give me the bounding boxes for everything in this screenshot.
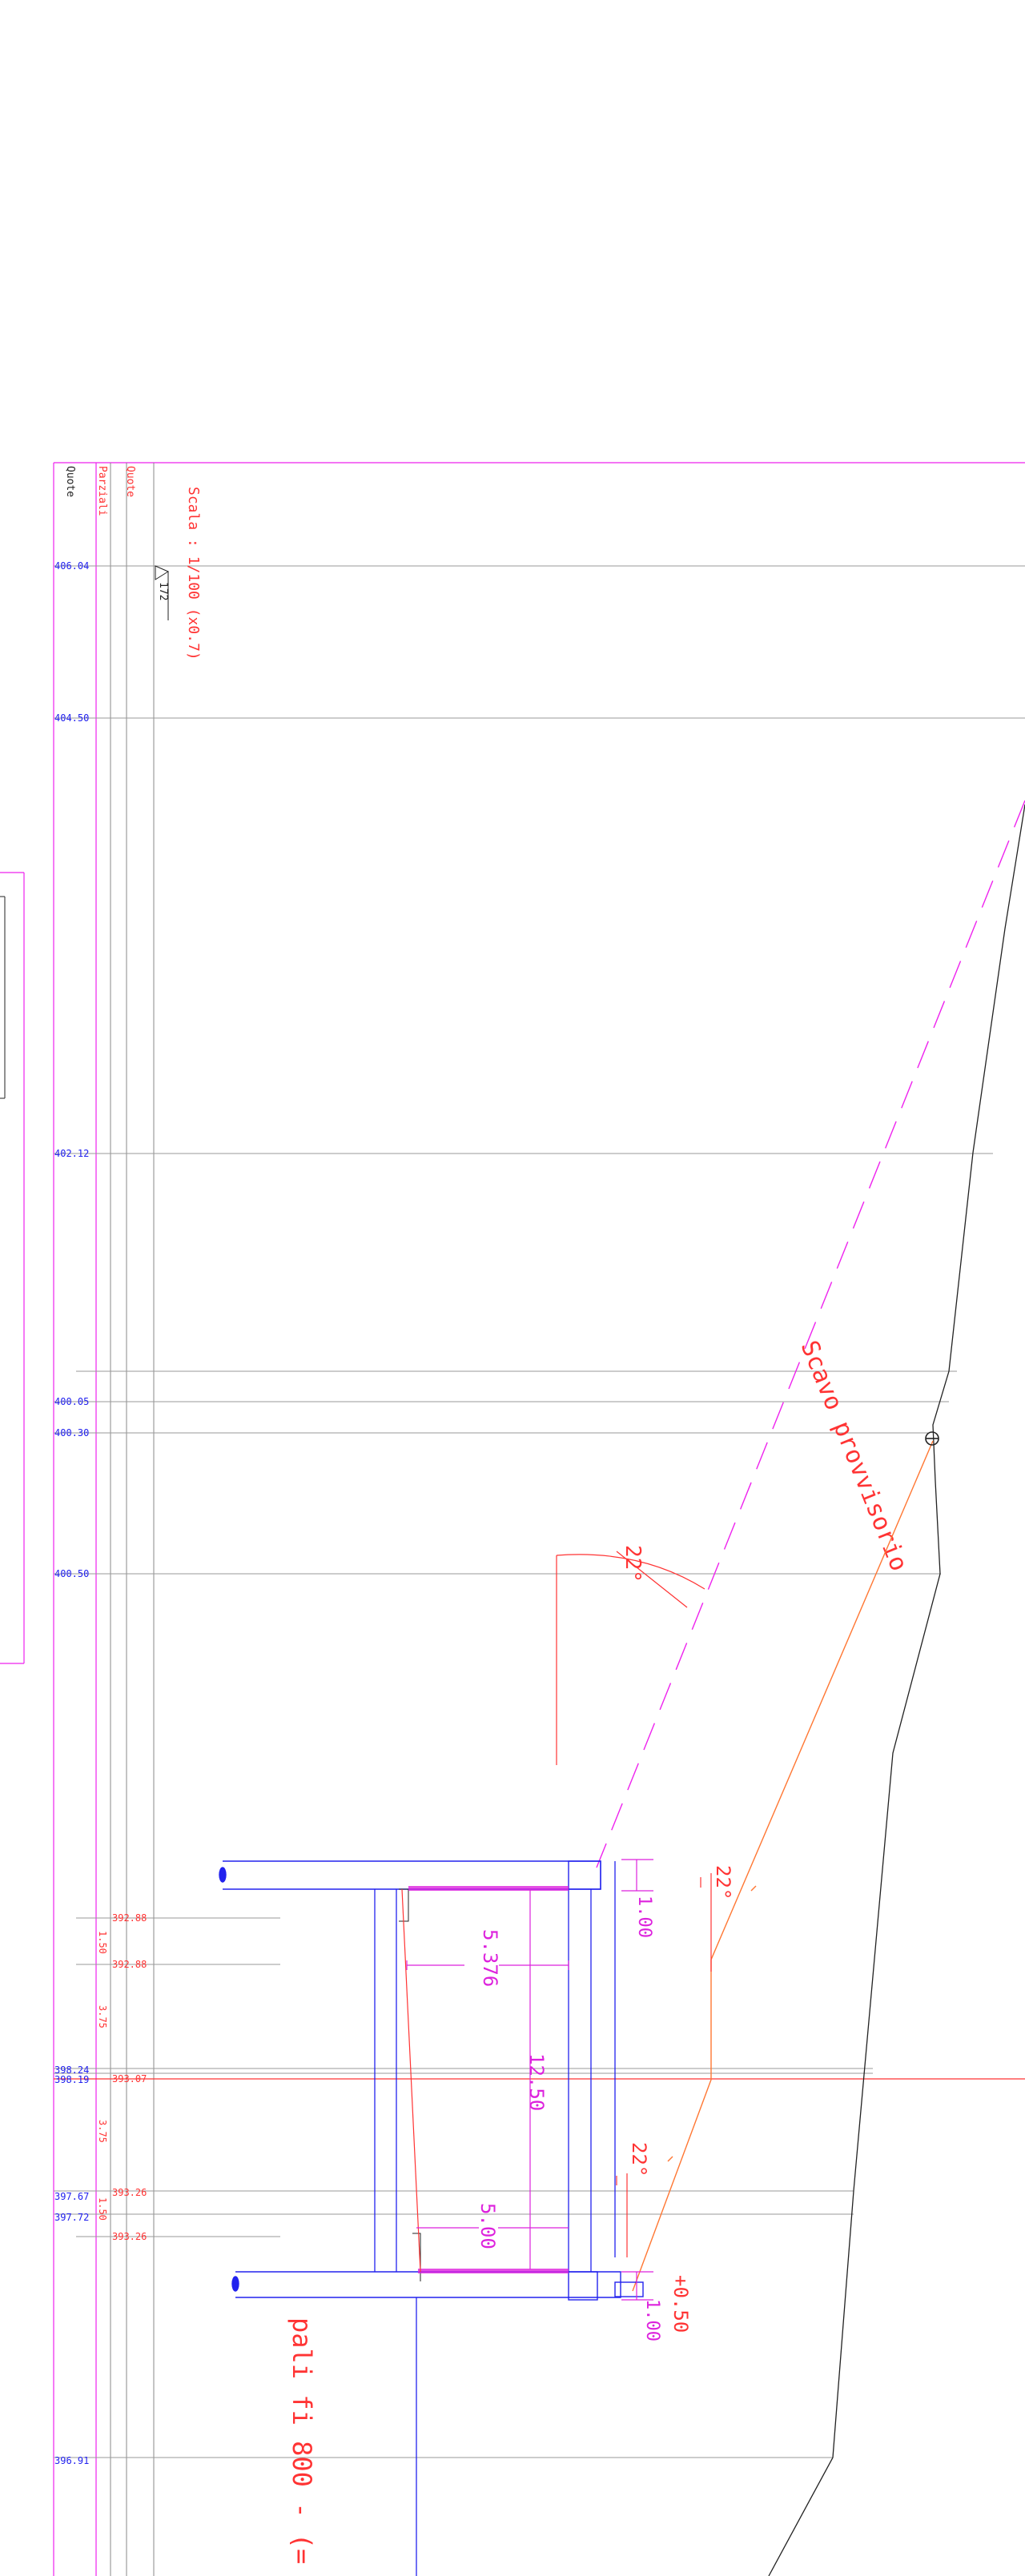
elevation-label: 406.04 bbox=[54, 560, 89, 572]
dimension-label-500: 5.00 bbox=[476, 2203, 499, 2249]
partial-label: 3.75 bbox=[97, 2005, 108, 2028]
column-header-quote-red: Quote bbox=[124, 466, 136, 497]
elevation-label: 400.30 bbox=[54, 1427, 89, 1438]
elevation-label: 398.19 bbox=[54, 2074, 89, 2085]
slope-lines bbox=[632, 1440, 934, 2292]
dimension-label-5376: 5.376 bbox=[479, 1929, 501, 1987]
dimension-label-100-bottom: 1.00 bbox=[642, 2299, 662, 2341]
column-header-quote-black: Quote bbox=[64, 466, 76, 497]
scale-label: Scala : 1/100 (x0.7) bbox=[185, 487, 202, 660]
dimension-label-050: +0.50 bbox=[669, 2275, 692, 2333]
angle-reference-top bbox=[556, 1551, 705, 1765]
red-elevation-label: 392.88 bbox=[112, 1912, 147, 1924]
elevation-label: 398.24 bbox=[54, 2064, 89, 2076]
piles-label: pali fi 800 - (= bbox=[287, 2317, 317, 2564]
red-elevation-label: 393.26 bbox=[112, 2187, 147, 2198]
marker-label: 172 bbox=[157, 582, 169, 600]
angle-reference-low bbox=[616, 2173, 628, 2257]
elevation-label: 400.50 bbox=[54, 1568, 89, 1579]
drawing-frame bbox=[0, 462, 1025, 2576]
waterproofing-hatch bbox=[408, 1886, 569, 2273]
red-elevation-labels: 392.88 392.88 393.07 393.26 393.26 bbox=[112, 1912, 147, 2242]
dimension-label-100-top: 1.00 bbox=[634, 1896, 654, 1938]
dimension-label-1250: 12.50 bbox=[525, 2053, 548, 2111]
elevation-grid bbox=[54, 565, 1025, 2458]
column-header-parziali: Parziali bbox=[96, 466, 108, 516]
elevation-label: 396.91 bbox=[54, 2455, 89, 2466]
partial-label: 1.50 bbox=[97, 1931, 108, 1954]
red-elevation-label: 393.26 bbox=[112, 2231, 147, 2242]
angle-label-low: 22° bbox=[628, 2142, 650, 2177]
angle-label-mid: 22° bbox=[712, 1865, 734, 1900]
angle-label-top: 22° bbox=[621, 1545, 645, 1583]
dimension-lines bbox=[406, 1859, 653, 2301]
excavation-line bbox=[596, 800, 1025, 1868]
frame-walls bbox=[374, 1861, 616, 2576]
partial-labels: 1.50 3.75 3.75 1.50 bbox=[97, 1931, 108, 2221]
elevation-label: 397.67 bbox=[54, 2191, 89, 2202]
inner-slope-line bbox=[401, 1888, 421, 2273]
partial-label: 1.50 bbox=[97, 2197, 108, 2221]
bottom-slab bbox=[231, 2271, 644, 2301]
top-slab bbox=[219, 1860, 601, 1890]
survey-point-icon bbox=[925, 1431, 939, 1446]
wall-details bbox=[399, 1888, 421, 2281]
angle-reference-mid bbox=[700, 1873, 712, 1972]
elevation-label: 397.72 bbox=[54, 2212, 89, 2223]
partial-label: 3.75 bbox=[97, 2120, 108, 2143]
elevation-label: 404.50 bbox=[54, 712, 89, 724]
red-elevation-label: 393.07 bbox=[112, 2073, 147, 2084]
level-marker-icon bbox=[155, 565, 170, 620]
legend-box bbox=[0, 896, 6, 1099]
elevation-labels: 406.04 404.50 402.12 400.05 400.30 400.5… bbox=[54, 560, 89, 2466]
column-dividers bbox=[110, 463, 155, 2576]
elevation-label: 402.12 bbox=[54, 1148, 89, 1159]
terrain-profile bbox=[768, 804, 1025, 2576]
excavation-label: Scavo provvisorio bbox=[795, 1337, 913, 1575]
red-elevation-label: 392.88 bbox=[112, 1959, 147, 1970]
elevation-label: 400.05 bbox=[54, 1396, 89, 1407]
